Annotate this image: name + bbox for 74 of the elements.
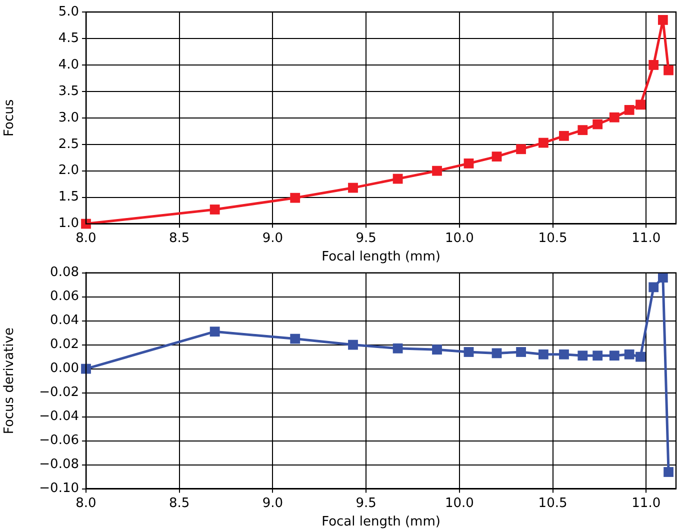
y-tick-label: 0.00 bbox=[50, 361, 79, 376]
x-tick-label: 8.5 bbox=[169, 230, 190, 246]
y-tick-label: 5.0 bbox=[58, 4, 79, 20]
point bbox=[81, 364, 91, 374]
point bbox=[592, 119, 603, 130]
y-tick-label: 0.02 bbox=[50, 337, 79, 352]
y-tick-label: 1.5 bbox=[58, 190, 79, 205]
point bbox=[609, 350, 620, 361]
point bbox=[609, 112, 620, 122]
point bbox=[559, 349, 569, 360]
point bbox=[578, 125, 588, 136]
point bbox=[432, 344, 442, 355]
x-tick-label: 8.0 bbox=[76, 230, 96, 246]
x-tick-label: 10.5 bbox=[538, 496, 568, 511]
y-axis-title: Focus bbox=[2, 99, 18, 136]
point bbox=[658, 272, 668, 283]
point bbox=[664, 467, 674, 477]
point bbox=[664, 65, 674, 76]
point bbox=[516, 144, 526, 154]
point bbox=[624, 349, 634, 360]
x-tick-label: 9.0 bbox=[262, 230, 284, 246]
point bbox=[592, 350, 603, 361]
y-tick-label: −0.06 bbox=[39, 433, 79, 448]
x-tick-label: 9.0 bbox=[262, 496, 284, 511]
point bbox=[464, 158, 474, 168]
x-tick-label: 8.5 bbox=[169, 496, 190, 511]
x-tick-label: 11.0 bbox=[632, 230, 661, 246]
point bbox=[432, 166, 442, 176]
point bbox=[636, 100, 646, 110]
point bbox=[392, 174, 403, 184]
x-tick-label: 10.0 bbox=[444, 496, 474, 511]
y-tick-label: 3.0 bbox=[58, 110, 79, 126]
y-tick-label: 1.0 bbox=[58, 216, 79, 232]
y-tick-label: 4.0 bbox=[58, 57, 79, 72]
x-axis-title: Focal length (mm) bbox=[322, 250, 440, 265]
y-tick-label: 3.5 bbox=[58, 84, 79, 99]
point bbox=[210, 326, 220, 337]
y-tick-label: −0.10 bbox=[39, 481, 79, 496]
point bbox=[516, 347, 526, 357]
point bbox=[348, 340, 358, 350]
x-tick-label: 9.5 bbox=[356, 230, 376, 246]
x-axis-title: Focal length (mm) bbox=[322, 514, 440, 530]
point bbox=[624, 105, 634, 115]
point bbox=[290, 334, 300, 344]
y-tick-label: −0.02 bbox=[39, 385, 79, 400]
y-tick-label: 2.5 bbox=[58, 136, 79, 152]
point bbox=[392, 343, 403, 354]
point bbox=[578, 350, 588, 361]
x-tick-label: 10.0 bbox=[444, 230, 474, 246]
point bbox=[648, 60, 659, 70]
y-tick-label: 4.5 bbox=[58, 30, 79, 46]
x-tick-label: 8.0 bbox=[76, 496, 96, 511]
point bbox=[290, 192, 300, 203]
point bbox=[538, 138, 548, 148]
point bbox=[492, 348, 502, 358]
y-axis-title: Focus derivative bbox=[2, 328, 18, 434]
point bbox=[636, 352, 646, 362]
point bbox=[559, 130, 569, 141]
x-tick-label: 10.5 bbox=[538, 230, 568, 246]
point bbox=[210, 204, 220, 214]
point bbox=[658, 14, 668, 25]
point bbox=[538, 349, 548, 360]
y-tick-label: −0.08 bbox=[39, 457, 79, 472]
y-tick-label: 2.0 bbox=[58, 163, 79, 178]
point bbox=[648, 282, 659, 292]
y-tick-label: 0.04 bbox=[50, 313, 79, 328]
point bbox=[348, 182, 358, 193]
point bbox=[464, 347, 474, 357]
y-tick-label: −0.04 bbox=[39, 409, 79, 424]
x-tick-label: 11.0 bbox=[632, 496, 661, 511]
point bbox=[492, 152, 502, 162]
x-tick-label: 9.5 bbox=[356, 496, 376, 511]
y-tick-label: 0.08 bbox=[50, 265, 79, 280]
y-tick-label: 0.06 bbox=[50, 289, 79, 304]
